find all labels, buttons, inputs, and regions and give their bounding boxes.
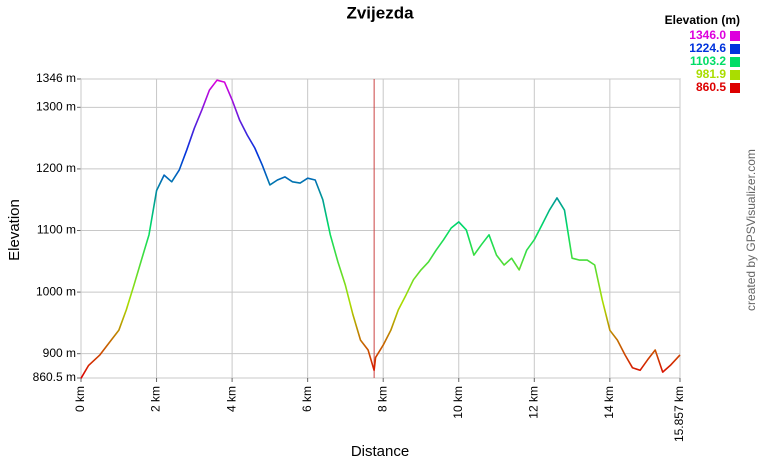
- y-axis-label: Elevation: [6, 199, 23, 261]
- x-tick-label: 4 km: [224, 386, 238, 412]
- x-tick-label: 2 km: [149, 386, 163, 412]
- elevation-line: [80, 79, 681, 379]
- x-tick-label: 6 km: [300, 386, 314, 412]
- y-tick-label: 860.5 m: [33, 370, 76, 384]
- x-tick-label: 0 km: [73, 386, 87, 412]
- chart-title: Zvijezda: [346, 3, 414, 22]
- x-tick-label: 14 km: [602, 386, 616, 419]
- x-axis-label: Distance: [351, 443, 409, 460]
- y-tick-label: 1200 m: [36, 161, 76, 175]
- legend-label: 1103.2: [690, 54, 726, 68]
- legend-label: 1346.0: [689, 28, 726, 42]
- legend-label: 981.9: [696, 67, 726, 81]
- legend-swatch: [730, 44, 740, 54]
- legend-swatch: [730, 57, 740, 67]
- y-tick-label: 1346 m: [36, 71, 76, 85]
- legend-swatch: [730, 31, 740, 41]
- y-tick-label: 900 m: [43, 346, 76, 360]
- plot-area: [80, 78, 681, 379]
- x-tick-label: 8 km: [375, 386, 389, 412]
- y-tick-label: 1300 m: [36, 100, 76, 114]
- credit: created by GPSVisualizer.com: [744, 149, 758, 311]
- x-tick-label: 10 km: [451, 386, 465, 419]
- x-tick-label: 12 km: [526, 386, 540, 419]
- y-tick-label: 1000 m: [36, 284, 76, 298]
- x-tick-label: 15.857 km: [672, 386, 686, 442]
- legend-swatch: [730, 83, 740, 93]
- y-tick-label: 1100 m: [37, 223, 76, 237]
- legend-label: 860.5: [696, 80, 726, 94]
- legend-title: Elevation (m): [665, 13, 740, 27]
- legend-label: 1224.6: [689, 41, 726, 55]
- legend-swatch: [730, 70, 740, 80]
